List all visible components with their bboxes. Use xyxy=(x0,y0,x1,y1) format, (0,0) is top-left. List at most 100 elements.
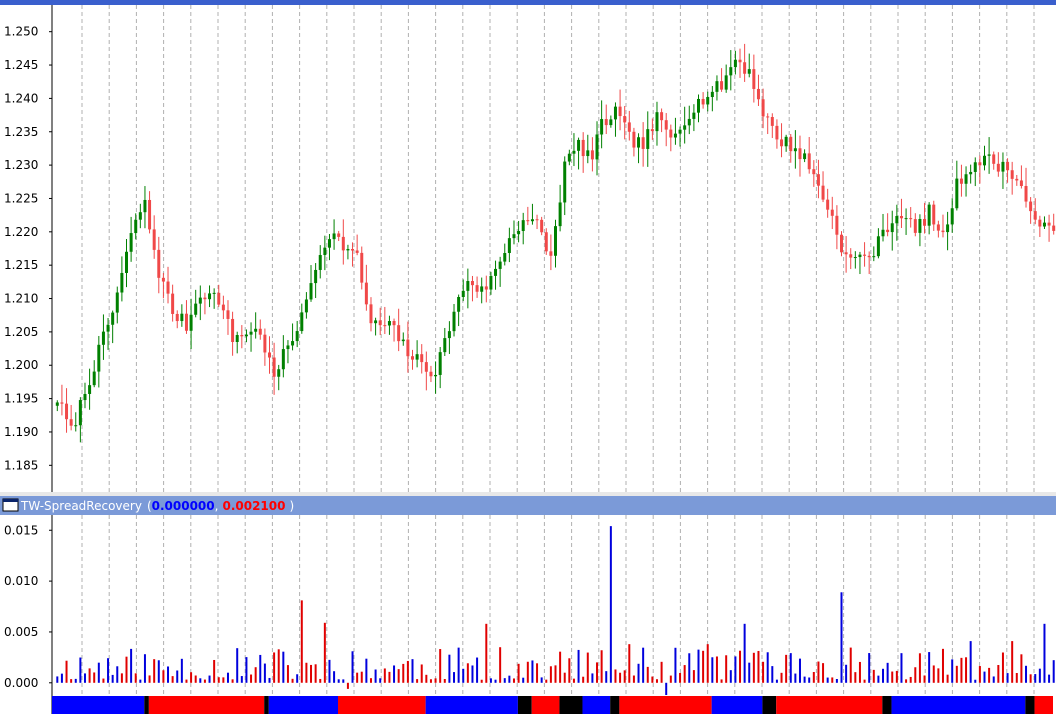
indicator-title-bar[interactable]: TW-SpreadRecovery (0.000000, 0.002100) xyxy=(0,496,1056,515)
band-segment xyxy=(891,696,1026,714)
indicator-open-paren: ( xyxy=(147,499,152,513)
candle-body xyxy=(194,303,198,315)
candle-body xyxy=(203,297,207,300)
candle-body xyxy=(886,229,890,233)
candle-body xyxy=(950,208,954,225)
candle-body xyxy=(1038,219,1042,227)
candle-body xyxy=(849,254,853,258)
candle-body xyxy=(138,212,142,220)
candle-body xyxy=(111,312,115,325)
candle-body xyxy=(286,345,290,350)
candle-body xyxy=(115,292,119,313)
candle-body xyxy=(503,253,507,262)
candle-body xyxy=(364,282,368,305)
candle-body xyxy=(996,163,1000,172)
candle-body xyxy=(1001,161,1005,172)
candle-body xyxy=(480,286,484,292)
candle-body xyxy=(766,116,770,118)
candle-body xyxy=(337,233,341,237)
candle-body xyxy=(604,119,608,126)
candle-body xyxy=(374,320,378,324)
candle-body xyxy=(1019,180,1023,186)
candle-body xyxy=(803,153,807,160)
candle-body xyxy=(775,125,779,140)
candle-body xyxy=(212,292,216,294)
candle-body xyxy=(899,215,903,219)
candle-body xyxy=(738,59,742,63)
y-tick-label: 1.235 xyxy=(4,125,38,139)
candle-body xyxy=(540,219,544,233)
candle-body xyxy=(664,120,668,130)
candle-body xyxy=(355,250,359,253)
y-tick-label: 1.190 xyxy=(4,425,38,439)
candle-body xyxy=(60,402,64,404)
candle-body xyxy=(424,362,428,372)
candle-body xyxy=(309,283,313,300)
indicator-legend: TW-SpreadRecovery (0.000000, 0.002100) xyxy=(20,499,294,513)
candle-body xyxy=(835,215,839,235)
band-segment xyxy=(882,696,892,714)
candle-body xyxy=(715,81,719,92)
candle-body xyxy=(613,106,617,120)
candle-body xyxy=(517,231,521,235)
candle-body xyxy=(378,320,382,326)
signal-band xyxy=(52,696,1053,714)
y-tick-label: 0.005 xyxy=(4,625,38,639)
candle-body xyxy=(646,129,650,149)
candle-body xyxy=(955,178,959,209)
candle-body xyxy=(263,334,267,353)
candle-body xyxy=(83,393,87,401)
y-tick-label: 1.215 xyxy=(4,258,38,272)
candle-body xyxy=(180,313,184,322)
candle-body xyxy=(74,425,78,427)
candle-body xyxy=(152,229,156,250)
band-segment xyxy=(582,696,611,714)
candle-body xyxy=(637,137,641,148)
candle-body xyxy=(254,328,258,332)
indicator-panel-background xyxy=(52,515,1056,695)
candle-body xyxy=(281,349,285,370)
candle-body xyxy=(208,293,212,300)
band-segment xyxy=(517,696,532,714)
indicator-grid xyxy=(81,515,1035,695)
candle-body xyxy=(175,313,179,322)
candle-body xyxy=(927,204,931,226)
candle-body xyxy=(526,220,530,222)
candle-body xyxy=(784,136,788,147)
candle-body xyxy=(466,281,470,291)
candle-body xyxy=(507,238,511,254)
candle-body xyxy=(171,293,175,314)
candle-body xyxy=(148,199,152,230)
candle-body xyxy=(268,352,271,358)
candle-body xyxy=(447,331,451,339)
candle-body xyxy=(65,403,69,420)
candle-body xyxy=(457,296,461,312)
candle-body xyxy=(724,75,728,90)
candle-body xyxy=(411,356,414,360)
indicator-comma: , xyxy=(215,499,219,513)
candle-body xyxy=(397,325,401,342)
candle-body xyxy=(143,199,147,213)
candle-body xyxy=(752,69,756,89)
panel-separator[interactable] xyxy=(0,492,1056,496)
candle-body xyxy=(876,236,880,257)
candle-body xyxy=(840,234,843,253)
candle-body xyxy=(129,233,133,252)
candle-body xyxy=(913,219,917,233)
candle-body xyxy=(743,62,747,74)
y-tick-label: 1.225 xyxy=(4,191,38,205)
candle-body xyxy=(964,174,968,184)
candle-body xyxy=(904,218,908,220)
band-segment xyxy=(1025,696,1035,714)
candle-body xyxy=(701,98,705,105)
candle-body xyxy=(581,139,585,157)
candle-body xyxy=(567,153,571,162)
candle-body xyxy=(198,297,202,304)
indicator-close-paren: ) xyxy=(289,499,294,513)
candle-body xyxy=(586,150,590,157)
band-segment xyxy=(268,696,338,714)
candle-body xyxy=(512,234,516,239)
candle-body xyxy=(249,331,253,335)
candle-body xyxy=(231,318,235,342)
candle-body xyxy=(235,335,239,342)
